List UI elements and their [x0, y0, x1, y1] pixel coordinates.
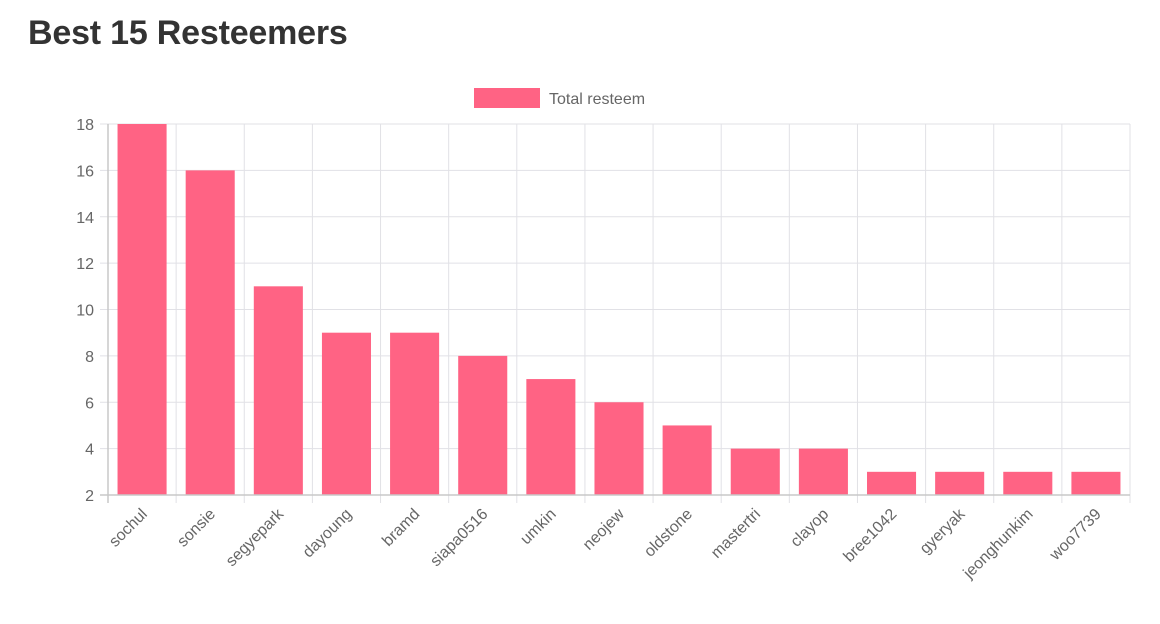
legend-swatch[interactable] — [474, 88, 540, 108]
bar-mastertri[interactable] — [730, 448, 780, 495]
bar-neojew[interactable] — [594, 402, 644, 495]
bar-jeonghunkim[interactable] — [1003, 471, 1053, 495]
bar-clayop[interactable] — [798, 448, 848, 495]
legend-label[interactable]: Total resteem — [549, 91, 645, 108]
x-tick-label: bramd — [379, 506, 423, 550]
bar-siapa0516[interactable] — [458, 355, 508, 495]
y-tick-label: 4 — [85, 442, 94, 459]
y-tick-label: 14 — [76, 210, 94, 227]
bar-sochul[interactable] — [117, 124, 167, 495]
bar-umkin[interactable] — [526, 379, 576, 495]
bar-segyepark[interactable] — [253, 286, 303, 495]
x-tick-label: jeonghunkim — [960, 506, 1037, 583]
y-tick-label: 6 — [85, 395, 94, 412]
x-tick-label: gyeryak — [917, 505, 969, 557]
bar-sonsie[interactable] — [185, 170, 235, 495]
bar-dayoung[interactable] — [321, 332, 371, 495]
bar-bree1042[interactable] — [867, 471, 917, 495]
x-tick-label: sochul — [106, 506, 151, 551]
page-title: Best 15 Resteemers — [28, 14, 348, 52]
x-tick-label: segyepark — [223, 505, 288, 570]
bars — [117, 124, 1121, 495]
x-tick-label: umkin — [517, 506, 559, 548]
x-tick-label: bree1042 — [841, 506, 901, 566]
bar-woo7739[interactable] — [1071, 471, 1121, 495]
x-tick-label: mastertri — [708, 506, 764, 562]
x-tick-label: sonsie — [174, 506, 219, 551]
x-tick-label: clayop — [788, 506, 833, 551]
y-tick-label: 16 — [76, 163, 94, 180]
x-tick-label: woo7739 — [1046, 506, 1105, 565]
x-tick-label: siapa0516 — [427, 506, 491, 570]
y-tick-label: 10 — [76, 303, 94, 320]
legend[interactable]: Total resteem — [474, 88, 645, 108]
y-tick-label: 2 — [85, 488, 94, 505]
bar-gyeryak[interactable] — [935, 471, 985, 495]
y-tick-label: 8 — [85, 349, 94, 366]
x-tick-label: dayoung — [300, 506, 355, 561]
x-tick-label: neojew — [580, 505, 628, 553]
y-tick-label: 12 — [76, 256, 94, 273]
x-tick-label: oldstone — [641, 506, 696, 561]
y-tick-label: 18 — [76, 117, 94, 134]
bar-oldstone[interactable] — [662, 425, 712, 495]
bar-bramd[interactable] — [390, 332, 440, 495]
